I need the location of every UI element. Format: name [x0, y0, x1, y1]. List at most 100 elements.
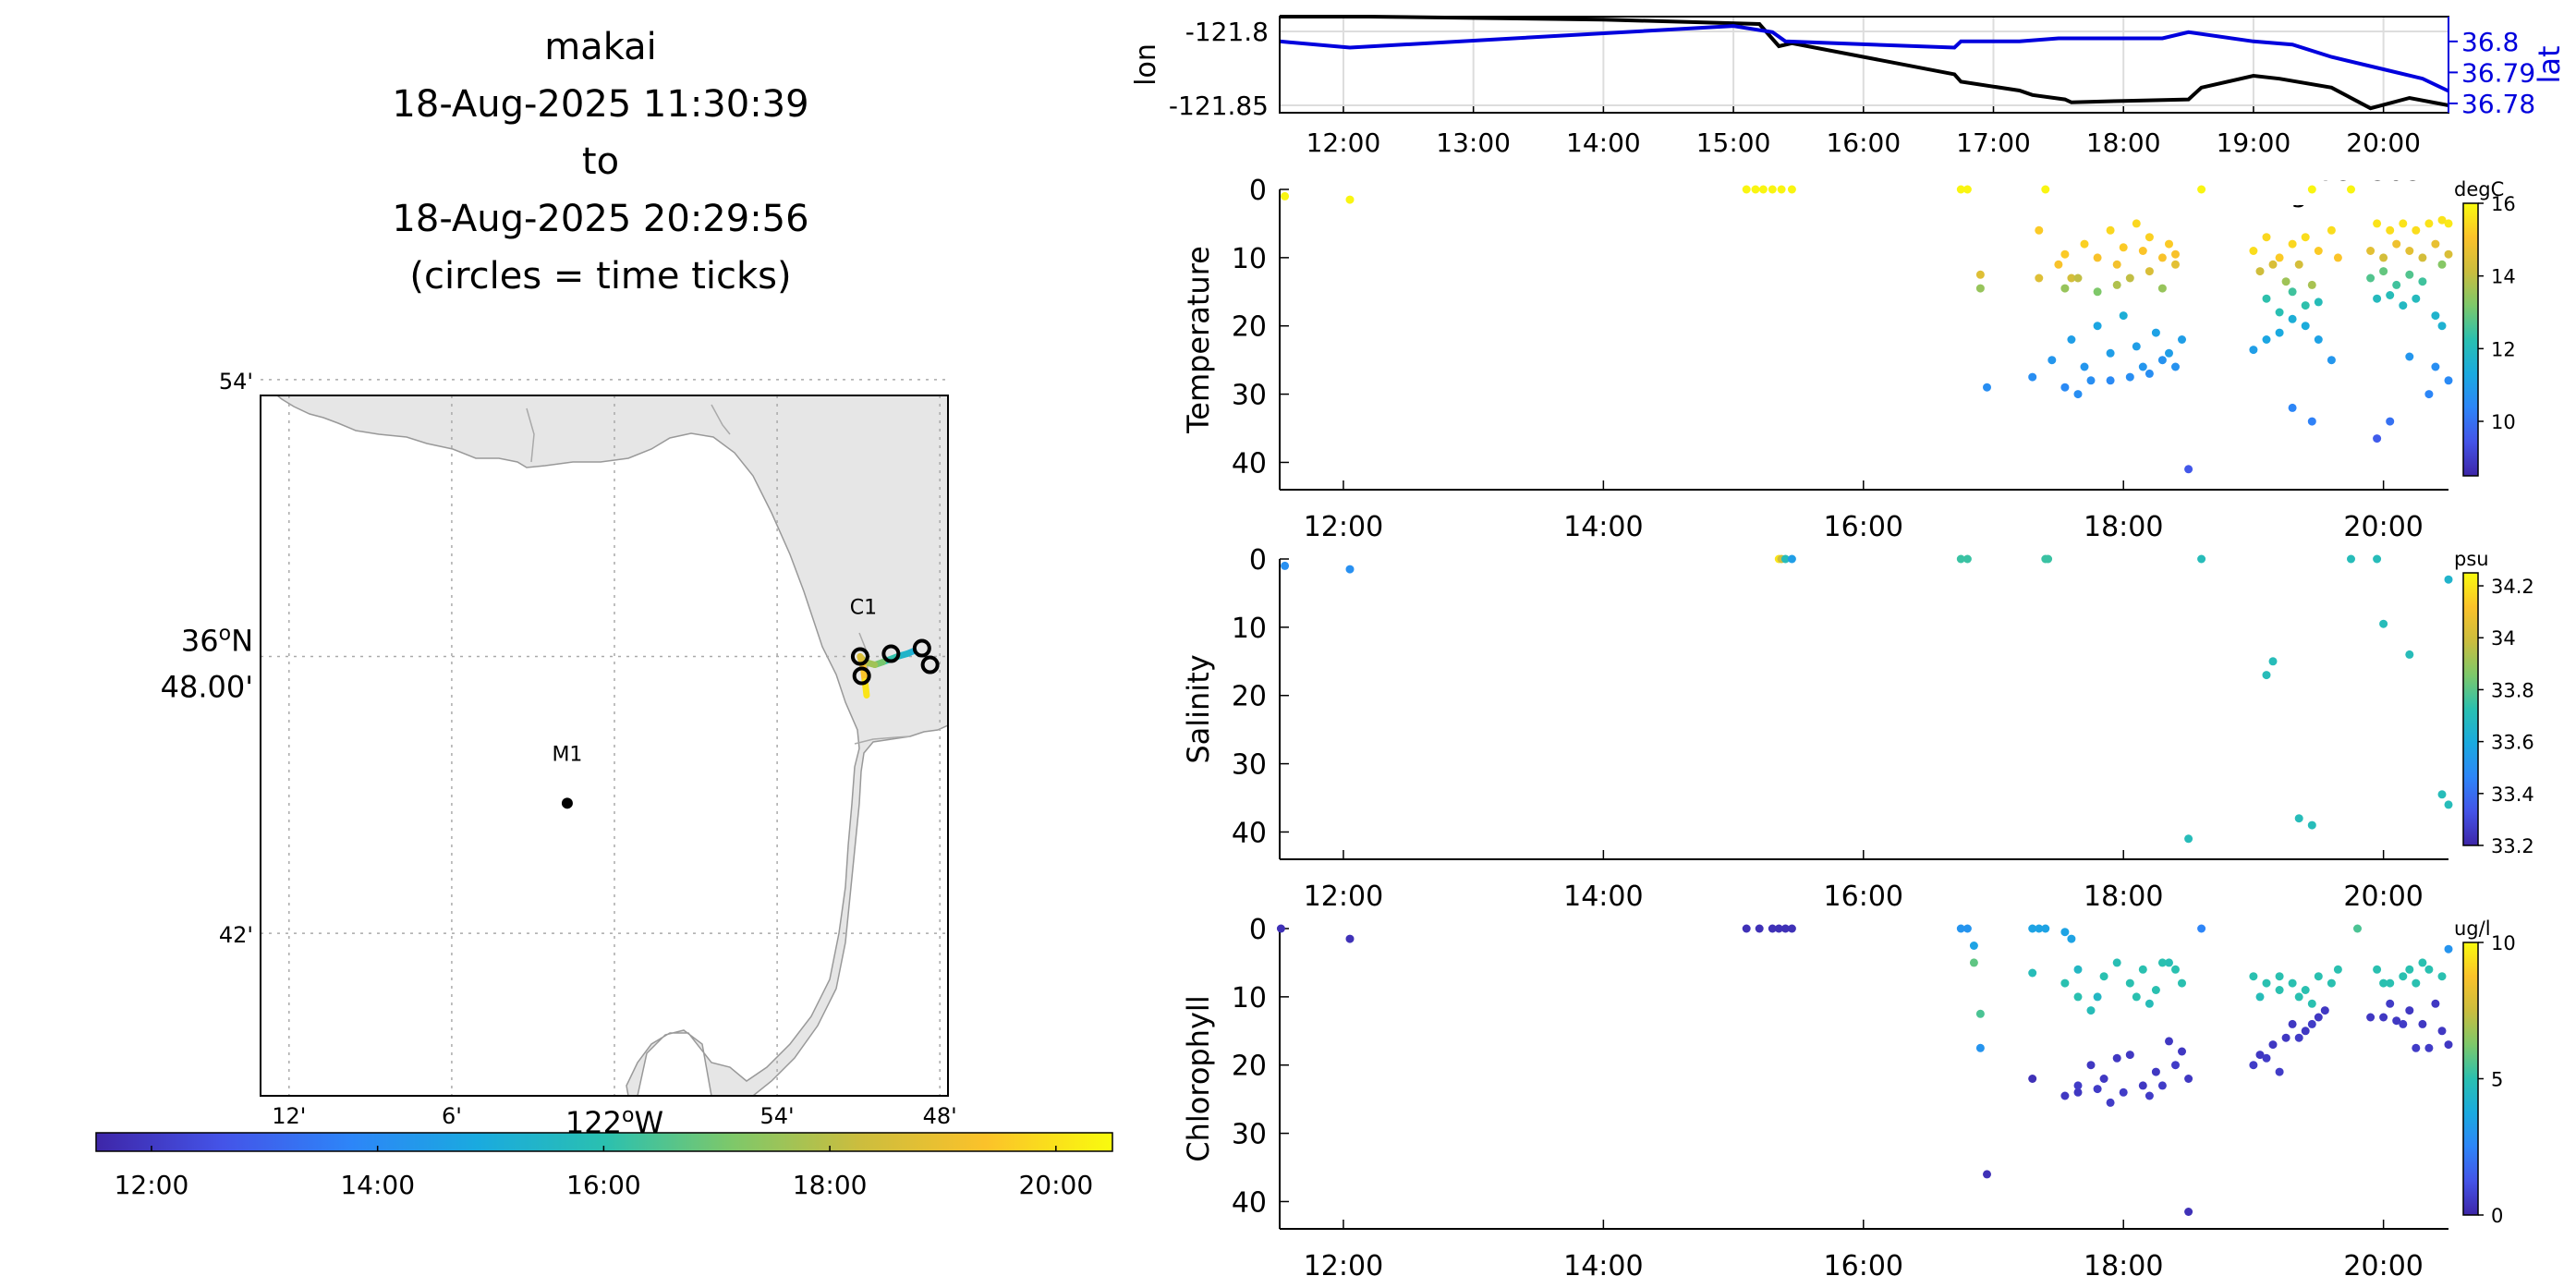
map-time-tick-circle — [881, 644, 901, 663]
temperature-point — [2138, 362, 2147, 371]
chlorophyll-point — [2379, 978, 2388, 988]
temperature-point — [2392, 239, 2401, 249]
map-rivers — [526, 404, 911, 745]
temperature-point — [2073, 390, 2083, 399]
temperature-point — [2386, 291, 2395, 299]
lon-lat-x-tick-label: 19:00 — [2217, 128, 2291, 158]
chlorophyll-point — [2379, 1013, 2388, 1022]
salinity-point — [2373, 554, 2382, 564]
temperature-point — [2444, 376, 2453, 385]
map-gridlines — [261, 379, 948, 1096]
temperature-point — [2060, 383, 2070, 392]
chlorophyll-point — [2386, 999, 2395, 1008]
temperature-point — [2288, 239, 2297, 249]
salinity-y-tick-label: 20 — [1232, 681, 1267, 713]
station-label: M1 — [552, 743, 582, 766]
chlorophyll-point — [1787, 924, 1796, 933]
temperature-x-tick-label: 12:00 — [1304, 511, 1383, 543]
salinity-colorbar-tick-label: 33.6 — [2491, 732, 2534, 754]
chlorophyll-point — [2307, 1019, 2316, 1028]
chlorophyll-axis-label: Chlorophyll — [1181, 995, 1216, 1161]
chlorophyll-point — [2262, 1053, 2271, 1063]
temperature-point — [1345, 195, 1355, 204]
temperature-point — [2262, 233, 2271, 242]
temperature-point — [2112, 280, 2121, 289]
temperature-point — [2333, 253, 2342, 262]
chlorophyll-point — [2307, 999, 2316, 1008]
chlorophyll-point — [2333, 965, 2342, 974]
temperature-point — [2412, 294, 2421, 303]
chlorophyll-point — [2035, 924, 2044, 933]
chlorophyll-point — [2028, 1075, 2037, 1083]
temperature-point — [2399, 219, 2408, 228]
temperature-panel: 0 10 20 30 40 12:00 14:00 16:00 18:00 20:00 Temper… — [1181, 175, 2516, 543]
chlorophyll-point — [2320, 1006, 2329, 1015]
figure-title: makai 18-Aug-2025 11:30:39 to 18-Aug-202… — [0, 18, 1201, 305]
salinity-point — [2347, 554, 2355, 564]
chlorophyll-point — [1969, 942, 1978, 950]
title-note: (circles = time ticks) — [409, 255, 792, 298]
chlorophyll-point — [2405, 965, 2414, 974]
chlorophyll-point — [2275, 972, 2284, 981]
temperature-point — [2301, 233, 2310, 242]
temperature-point — [2112, 260, 2121, 269]
chlorophyll-point — [1345, 934, 1355, 943]
chlorophyll-point — [2288, 978, 2297, 988]
temperature-point — [2054, 260, 2063, 269]
salinity-colorbar-tick-label: 33.8 — [2491, 679, 2534, 701]
temperature-point — [2106, 225, 2115, 235]
temperature-point — [2093, 287, 2102, 297]
temperature-point — [2035, 273, 2044, 283]
temperature-point — [2373, 294, 2382, 303]
chlorophyll-x-tick-label: 16:00 — [1824, 1250, 1903, 1282]
chlorophyll-point — [2386, 978, 2395, 988]
map-lon-tick-label: 12' — [272, 1103, 306, 1129]
temperature-point — [2125, 372, 2134, 382]
temperature-point — [2178, 335, 2186, 344]
chlorophyll-point — [1768, 924, 1777, 933]
chlorophyll-point — [1755, 924, 1764, 933]
chlorophyll-point — [2086, 1006, 2096, 1015]
temperature-point — [2314, 335, 2323, 344]
temperature-point — [2405, 247, 2414, 255]
temperature-point — [2399, 301, 2408, 310]
chlorophyll-point — [2249, 972, 2258, 981]
chlorophyll-point — [2060, 928, 2070, 937]
temperature-point — [2080, 239, 2089, 249]
chlorophyll-point — [2314, 1013, 2323, 1022]
temperature-point — [2373, 219, 2382, 228]
chlorophyll-point — [1983, 1170, 1991, 1179]
map-stations: C1 M1 — [552, 597, 877, 809]
chlorophyll-point — [2151, 1067, 2160, 1076]
map-lat-tick-label: 48.00' — [161, 670, 253, 705]
temperature-point — [2047, 356, 2057, 365]
temperature-point — [2405, 352, 2414, 361]
chlorophyll-point — [2437, 972, 2447, 981]
chlorophyll-x-tick-label: 18:00 — [2084, 1250, 2163, 1282]
temperature-point — [2405, 270, 2414, 279]
chlorophyll-point — [2060, 978, 2070, 988]
chlorophyll-point — [2405, 1006, 2414, 1015]
salinity-x-tick-label: 16:00 — [1824, 881, 1903, 913]
map-time-circles — [850, 638, 940, 686]
temperature-point — [1768, 185, 1777, 194]
chlorophyll-colorbar-tick-label: 10 — [2491, 932, 2516, 954]
chlorophyll-point — [2255, 992, 2265, 1002]
temperature-point — [2067, 273, 2076, 283]
chlorophyll-point — [2171, 965, 2180, 974]
temperature-point — [2386, 225, 2395, 235]
temperature-point — [2373, 434, 2382, 444]
temperature-point — [2028, 372, 2037, 382]
station-label: C1 — [850, 597, 877, 620]
time-colorbar-tick-label: 16:00 — [566, 1170, 641, 1200]
lon-axis-label: lon — [1130, 43, 1162, 86]
chlorophyll-y-tick-label: 0 — [1249, 914, 1267, 946]
chlorophyll-point — [2165, 1037, 2173, 1046]
salinity-colorbar-tick-label: 33.2 — [2491, 835, 2534, 857]
salinity-point — [2262, 671, 2271, 680]
chlorophyll-point — [2171, 1061, 2180, 1070]
temperature-point — [2073, 273, 2083, 283]
salinity-colorbar-tick-label: 34 — [2491, 627, 2516, 650]
salinity-x-tick-label: 18:00 — [2084, 881, 2163, 913]
temperature-point — [2444, 219, 2453, 228]
